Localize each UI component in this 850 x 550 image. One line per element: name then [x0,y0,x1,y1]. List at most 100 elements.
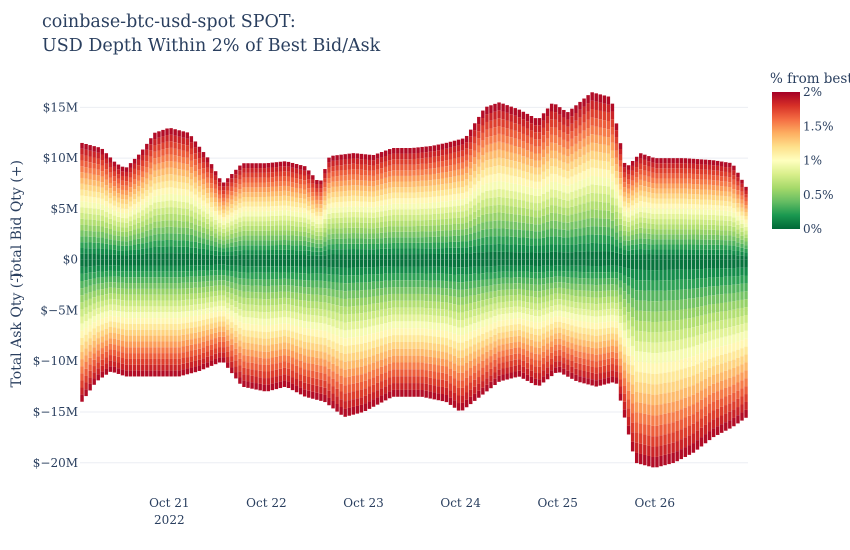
ask-segment [290,285,295,293]
ask-segment [161,335,165,342]
ask-segment [286,304,291,312]
ask-segment [230,316,234,323]
bid-segment [533,238,538,246]
bid-segment [132,254,137,260]
bid-segment [383,161,388,167]
bid-segment [217,214,222,219]
ask-segment [497,290,501,297]
ask-segment [371,399,376,407]
ask-segment [468,259,473,267]
ask-segment [307,273,311,281]
ask-segment [331,259,335,268]
bid-segment [189,142,194,149]
ask-segment [327,339,331,348]
ask-segment [298,286,303,294]
bid-segment [302,245,307,251]
ask-segment [84,361,88,369]
bid-segment [278,220,283,226]
ask-segment [420,362,424,370]
bid-segment [157,227,161,235]
bid-segment [388,160,392,166]
bid-segment [149,217,153,224]
ask-segment [311,280,315,288]
bid-segment [302,189,307,195]
ask-segment [254,383,258,390]
ask-segment [165,335,169,342]
bid-segment [412,237,416,243]
ask-segment [371,384,376,393]
bid-segment [408,215,412,221]
bid-segment [165,253,169,260]
bid-segment [136,238,141,244]
bid-segment [104,206,109,212]
ask-segment [209,259,214,266]
bid-segment [205,182,210,189]
bid-segment [262,235,266,241]
bid-segment [258,192,262,197]
ask-segment [379,359,384,367]
ask-segment [197,326,202,333]
ask-segment [319,372,323,380]
bid-segment [400,203,404,210]
ask-segment [481,320,485,328]
bid-segment [558,114,562,123]
ask-segment [222,321,226,327]
ask-segment [307,335,311,343]
ask-segment [116,299,121,306]
ask-segment [205,281,210,287]
ask-segment [254,272,258,280]
ask-segment [448,368,453,376]
ask-segment [157,265,161,272]
bid-segment [230,204,234,209]
ask-segment [226,297,230,303]
depth-bar [545,108,550,380]
ask-segment [307,370,311,377]
bid-segment [448,206,453,213]
ask-segment [343,385,347,394]
bid-segment [157,234,161,241]
ask-segment [493,284,497,292]
bid-segment [294,254,299,260]
ask-segment [533,316,538,323]
ask-segment [104,271,109,277]
bid-segment [197,214,202,221]
bid-segment [92,242,96,249]
bid-segment [246,206,250,212]
bid-segment [525,172,530,180]
bid-segment [448,141,453,148]
bid-segment [460,138,465,145]
bid-segment [359,180,364,186]
bid-segment [92,208,96,215]
ask-segment [456,297,461,305]
bid-segment [108,188,113,194]
ask-segment [355,313,360,322]
ask-segment [562,328,566,335]
ask-segment [274,369,279,377]
bid-segment [460,229,465,236]
bid-segment [315,203,319,208]
ask-segment [242,272,246,279]
bid-segment [120,171,125,176]
depth-bar [347,153,351,416]
ask-segment [468,266,473,275]
bid-segment [173,227,177,234]
ask-segment [501,356,505,363]
ask-segment [136,277,141,284]
ask-segment [254,363,258,371]
bid-segment [452,206,457,213]
bid-segment [161,175,165,182]
bid-segment [250,182,254,188]
ask-segment [302,266,307,274]
ask-segment [367,296,372,305]
bid-segment [201,162,206,169]
ask-segment [371,333,376,341]
ask-segment [541,370,546,377]
bid-segment [201,254,206,260]
ask-segment [541,376,546,383]
ask-segment [209,328,214,335]
ask-segment [112,349,117,356]
ask-segment [298,313,303,321]
ask-segment [254,298,258,306]
bid-segment [274,235,279,241]
bid-segment [347,243,351,250]
